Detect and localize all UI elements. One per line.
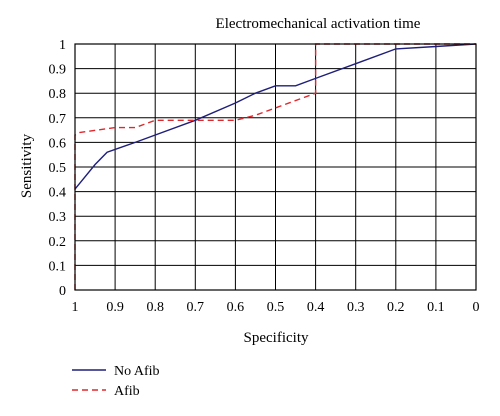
x-tick-label: 0.3 bbox=[347, 300, 365, 315]
x-tick-label: 0.6 bbox=[227, 300, 245, 315]
y-tick-label: 0.9 bbox=[49, 63, 67, 78]
x-tick-label: 0.4 bbox=[307, 300, 325, 315]
series-line-0 bbox=[74, 43, 477, 190]
x-tick-label: 0 bbox=[473, 300, 480, 315]
legend: No Afib Afib bbox=[72, 364, 160, 399]
x-tick-label: 0.9 bbox=[106, 300, 124, 315]
y-tick-label: 0 bbox=[59, 284, 66, 299]
y-tick-label: 0.3 bbox=[49, 210, 67, 225]
plot-frame bbox=[74, 43, 477, 291]
x-tick-label: 0.8 bbox=[146, 300, 164, 315]
y-tick-label: 0.2 bbox=[49, 235, 67, 250]
x-tick-label: 0.5 bbox=[267, 300, 285, 315]
x-axis-label: Specificity bbox=[244, 330, 309, 346]
x-tick-label: 0.7 bbox=[187, 300, 205, 315]
x-tick-label: 0.2 bbox=[387, 300, 405, 315]
y-tick-label: 0.6 bbox=[49, 136, 67, 151]
y-axis-label: Sensitivity bbox=[19, 133, 35, 198]
legend-label-1: Afib bbox=[114, 384, 140, 399]
x-tick-label: 0.1 bbox=[427, 300, 445, 315]
tick-labels: 1 0.9 0.8 0.7 0.6 0.5 0.4 0.3 0.2 0.1 0 0 0.1 0.2 0.3 0… bbox=[49, 38, 480, 315]
y-tick-label: 0.4 bbox=[49, 186, 67, 201]
series-layer bbox=[74, 43, 477, 290]
y-tick-label: 0.5 bbox=[49, 161, 67, 176]
x-tick-label: 1 bbox=[72, 300, 79, 315]
legend-label-0: No Afib bbox=[114, 364, 160, 379]
grid bbox=[74, 43, 477, 291]
y-tick-label: 0.1 bbox=[49, 259, 67, 274]
chart-title: Electromechanical activation time bbox=[216, 16, 421, 32]
y-tick-label: 0.7 bbox=[49, 112, 67, 127]
y-tick-label: 1 bbox=[59, 38, 66, 53]
y-tick-label: 0.8 bbox=[49, 87, 67, 102]
